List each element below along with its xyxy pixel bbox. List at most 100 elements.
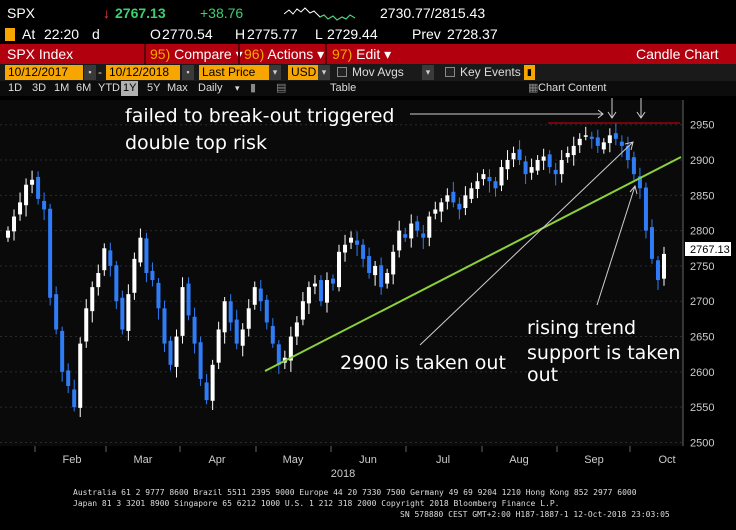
period-6m[interactable]: 6M (76, 82, 92, 94)
chart-content-button[interactable]: Chart Content (538, 82, 607, 94)
frequency-select[interactable]: Daily (198, 82, 223, 94)
calendar-icon[interactable]: ▪ (182, 65, 194, 80)
candle-body (264, 299, 269, 323)
candle-body (48, 208, 53, 298)
candle-body (120, 297, 125, 330)
period-row: 1D 3D 1M 6M YTD 1Y 5Y Max Daily ▾ ▮ ▤ Ta… (0, 81, 736, 96)
candle-body (210, 364, 215, 401)
status-box (5, 28, 15, 41)
candle-body (349, 237, 354, 243)
candle-body (577, 138, 582, 146)
x-tick-label: Jul (436, 454, 450, 466)
annotation-takeout: 2900 is taken out (340, 352, 506, 374)
period-3d[interactable]: 3D (32, 82, 47, 94)
y-axis: 2500 2550 2600 2650 2700 2750 2800 2850 2900 2950 (682, 100, 714, 449)
annotation-rise1: rising trend (527, 317, 636, 339)
prev-label: Prev (412, 26, 441, 42)
candle-body (499, 167, 504, 186)
candle-body (300, 301, 305, 320)
candle-body (367, 256, 372, 273)
last-price-tag-label: 2767.13 (690, 244, 730, 256)
candle-body (276, 344, 281, 365)
candle-body (138, 237, 143, 263)
candle-body (343, 244, 348, 253)
candle-body (433, 209, 438, 214)
candle-body (379, 265, 384, 288)
chevron-down-icon[interactable]: ▾ (422, 65, 434, 80)
candle-body (114, 265, 119, 302)
candle-body (361, 244, 366, 259)
security-title: SPX Index (7, 46, 74, 62)
candle-body (24, 184, 29, 206)
candle-body (270, 325, 275, 344)
period-1y[interactable]: 1Y (121, 81, 139, 96)
candle-body (162, 308, 167, 344)
candle-body (541, 156, 546, 161)
x-tick-label: Apr (208, 454, 225, 466)
trendline (264, 156, 682, 372)
candle-body (312, 283, 317, 287)
chevron-down-icon[interactable]: ▾ (269, 65, 281, 80)
key-events-icon[interactable]: ▮ (524, 65, 535, 80)
period-max[interactable]: Max (167, 82, 188, 94)
y-tick-label: 2500 (690, 437, 714, 449)
chart-icon[interactable]: ▮ (250, 82, 257, 94)
candle-body (397, 230, 402, 251)
footer-line2: Japan 81 3 3201 8900 Singapore 65 6212 1… (73, 499, 560, 508)
key-events-checkbox[interactable] (445, 67, 455, 77)
time: 22:20 (44, 26, 80, 42)
candle-body (30, 179, 35, 185)
candle-body (643, 187, 648, 231)
candle-body (662, 253, 666, 279)
candle-body (216, 329, 221, 363)
candle-body (559, 160, 564, 175)
last-price-tag (685, 242, 731, 256)
currency-select[interactable]: USD (288, 65, 318, 80)
chevron-down-icon[interactable]: ▾ (235, 83, 240, 93)
table-icon[interactable]: ▤ (276, 82, 287, 94)
period-5y[interactable]: 5Y (147, 82, 161, 94)
candle-body (60, 330, 65, 372)
candle-body (288, 336, 293, 361)
annotation-rise3: out (527, 364, 558, 386)
footer-line1: Australia 61 2 9777 8600 Brazil 5511 239… (73, 488, 637, 497)
candle-body (18, 202, 23, 215)
chart-content-icon[interactable]: ▦ (528, 82, 539, 94)
controls-row: 10/12/2017 ▪ - 10/12/2018 ▪ Last Price ▾… (0, 64, 736, 81)
x-tick-label: Sep (584, 454, 604, 466)
edit-button[interactable]: 97) Edit ▾ (332, 46, 392, 62)
candle-body (481, 174, 486, 180)
actions-button[interactable]: 96) Actions ▾ (244, 46, 325, 62)
high-label: H (235, 26, 246, 42)
candle-chart: 2500 2550 2600 2650 2700 2750 2800 2850 2900 2950… (0, 96, 736, 530)
candle-body (234, 319, 239, 344)
mov-avgs-checkbox[interactable] (337, 67, 347, 77)
candle-body (186, 283, 191, 316)
chevron-down-icon[interactable]: ▾ (318, 65, 330, 80)
day-range: 2730.77/2815.43 (380, 5, 486, 21)
start-date-field[interactable]: 10/12/2017 (5, 65, 83, 80)
candle-body (72, 389, 77, 408)
candle-body (228, 301, 233, 323)
candle-body (318, 280, 323, 302)
period-ytd[interactable]: YTD (98, 82, 120, 94)
compare-button[interactable]: 95) Compare ▾ (150, 44, 243, 64)
end-date-field[interactable]: 10/12/2018 (106, 65, 180, 80)
candle-body (517, 149, 522, 161)
candle-body (66, 370, 71, 386)
calendar-icon[interactable]: ▪ (84, 65, 96, 80)
table-button[interactable]: Table (330, 82, 357, 94)
quote-subheader: At 22:20 d O 2770.54 H 2775.77 L 2729.44… (0, 26, 736, 44)
candle-body (403, 234, 408, 238)
period-1d[interactable]: 1D (8, 82, 23, 94)
candle-body (198, 342, 203, 379)
annotation-arrows (410, 98, 646, 346)
candle-body (156, 282, 161, 309)
candle-body (12, 216, 17, 232)
candle-body (655, 260, 660, 281)
candle-body (258, 288, 263, 302)
period-1m[interactable]: 1M (54, 82, 70, 94)
price-field-select[interactable]: Last Price (199, 65, 269, 80)
edit-label: Edit (356, 46, 381, 62)
high: 2775.77 (247, 26, 298, 42)
